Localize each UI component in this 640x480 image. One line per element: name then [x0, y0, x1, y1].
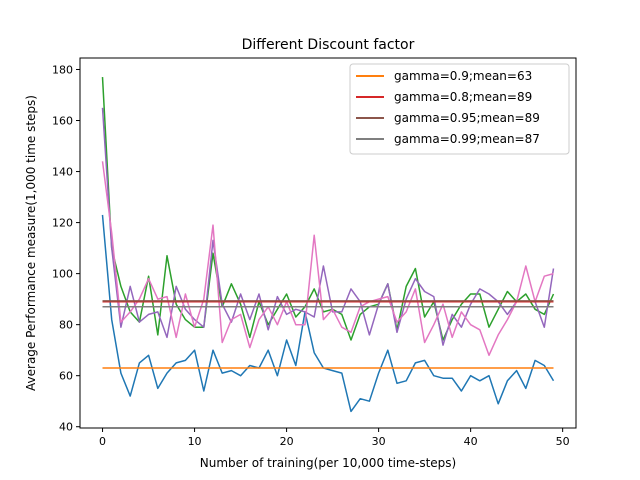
y-tick-label: 140 [52, 166, 73, 179]
x-tick-label: 20 [280, 435, 294, 448]
y-axis: 40 60 80 100 120 140 160 180 [52, 63, 80, 434]
y-axis-label: Average Performance measure(1,000 time s… [24, 95, 38, 391]
y-tick-label: 120 [52, 217, 73, 230]
y-tick-label: 100 [52, 268, 73, 281]
x-tick-label: 30 [372, 435, 386, 448]
series-line-3 [101, 107, 555, 346]
chart-title: Different Discount factor [242, 37, 415, 53]
y-tick-label: 80 [59, 319, 73, 332]
series-line-4 [101, 161, 554, 357]
y-tick-label: 180 [52, 63, 73, 76]
legend-label: gamma=0.9;mean=63 [394, 69, 532, 83]
x-tick-label: 50 [556, 435, 570, 448]
x-axis: 0 10 20 30 40 50 [99, 428, 570, 448]
legend-label: gamma=0.8;mean=89 [394, 90, 532, 104]
x-tick-label: 10 [188, 435, 202, 448]
x-tick-label: 0 [99, 435, 106, 448]
y-tick-label: 160 [52, 115, 73, 128]
legend-box [349, 63, 570, 155]
y-tick-label: 60 [59, 370, 73, 383]
y-tick-label: 40 [59, 421, 73, 434]
plot-frame [79, 57, 577, 429]
legend: gamma=0.9;mean=63 gamma=0.8;mean=89 gamma=… [349, 63, 570, 155]
legend-label: gamma=0.95;mean=89 [394, 111, 540, 125]
legend-label: gamma=0.99;mean=87 [394, 132, 540, 146]
series-line-1 [101, 214, 555, 413]
x-tick-label: 40 [464, 435, 478, 448]
series-layer [101, 77, 555, 413]
x-axis-label: Number of training(per 10,000 time-steps… [200, 456, 456, 470]
